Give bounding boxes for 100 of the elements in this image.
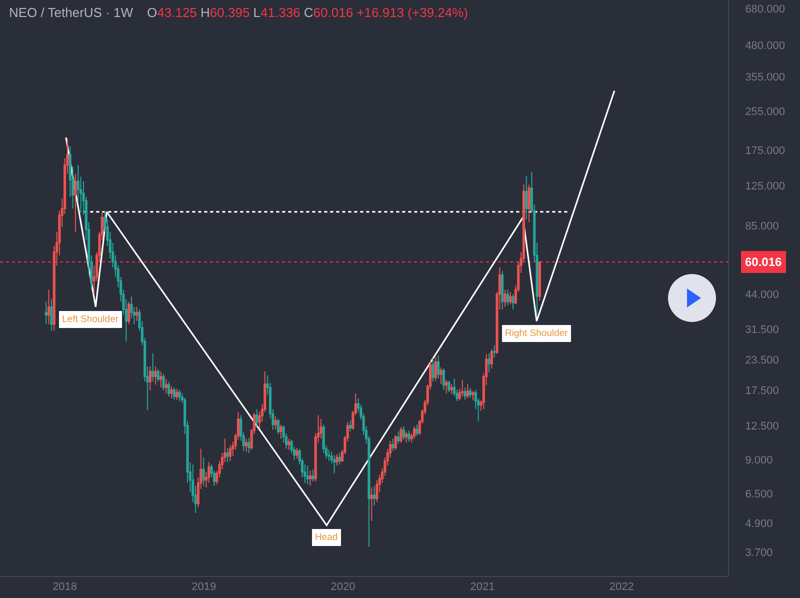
- candlestick: [202, 456, 205, 486]
- candlestick: [274, 416, 277, 430]
- text: O43.125 H60.395 L41.336 C60.016 +16.913 (+39.24%): [147, 5, 468, 20]
- candlestick: [320, 418, 322, 440]
- candlestick: [280, 424, 282, 440]
- candlestick: [525, 175, 528, 220]
- candlestick: [256, 408, 258, 427]
- candlestick: [397, 430, 400, 444]
- candlestick: [128, 301, 130, 325]
- candlestick: [440, 366, 442, 385]
- candlestick: [276, 418, 280, 435]
- candlestick: [160, 370, 162, 388]
- candlestick: [296, 447, 298, 460]
- candlestick: [528, 184, 530, 222]
- candlestick: [48, 289, 50, 325]
- candlestick: [244, 438, 248, 452]
- y-tick-label: 31.500: [745, 324, 779, 336]
- y-tick-label: 680.000: [745, 4, 785, 16]
- candlestick: [370, 486, 373, 522]
- candlestick: [148, 366, 152, 391]
- candlestick: [413, 426, 416, 440]
- candlestick: [442, 368, 445, 390]
- y-tick-label: 175.000: [745, 145, 785, 158]
- candlestick: [469, 388, 472, 398]
- candlestick: [208, 462, 210, 484]
- candlestick: [50, 298, 53, 332]
- annotation: Right Shoulder: [505, 328, 568, 339]
- y-tick-label: 6.500: [745, 488, 773, 500]
- candlestick: [504, 289, 506, 308]
- candlestick: [74, 173, 77, 232]
- x-tick-label: 2020: [330, 581, 356, 594]
- candlestick: [437, 354, 440, 380]
- candlestick: [332, 454, 336, 474]
- candlestick: [432, 358, 434, 382]
- y-tick-label: 480.000: [745, 40, 785, 52]
- candlestick: [306, 465, 309, 485]
- candlestick: [226, 447, 229, 463]
- candlestick: [488, 352, 490, 373]
- ref-line-label: 60.016: [745, 255, 782, 269]
- candlestick: [176, 388, 178, 400]
- candlestick: [136, 306, 138, 322]
- candlestick: [44, 301, 48, 325]
- candlestick: [400, 426, 402, 444]
- candlestick: [408, 430, 410, 442]
- candlestick: [156, 368, 160, 382]
- candlestick: [490, 348, 493, 369]
- candlestick: [501, 270, 504, 310]
- candlestick: [538, 260, 541, 302]
- candlestick: [308, 470, 312, 486]
- candlestick: [509, 291, 512, 305]
- candlestick: [248, 437, 250, 454]
- candlestick: [168, 381, 170, 398]
- candlestick: [466, 384, 469, 399]
- candlestick: [152, 352, 154, 382]
- candlestick: [164, 378, 168, 394]
- chart-title: NEO / TetherUS · 1W: [9, 5, 134, 20]
- candlestick: [405, 430, 408, 444]
- y-tick-label: 9.000: [745, 454, 773, 467]
- candlestick: [172, 386, 176, 400]
- y-tick-label: 23.500: [745, 354, 779, 366]
- candlestick: [512, 294, 514, 310]
- candlestick: [434, 356, 437, 382]
- candlestick: [288, 438, 290, 450]
- candlestick: [416, 424, 418, 436]
- candlestick: [312, 468, 314, 482]
- annotation: Left Shoulder: [62, 314, 119, 325]
- candlestick: [178, 389, 181, 402]
- candlestick: [338, 452, 341, 465]
- candlestick: [493, 344, 496, 358]
- candlestick: [348, 420, 352, 432]
- candlestick: [472, 390, 474, 401]
- x-tick-label: 2022: [609, 581, 634, 594]
- y-tick-label: 44.000: [745, 289, 779, 302]
- candlestick: [170, 386, 173, 399]
- candlestick: [162, 373, 165, 391]
- candlestick: [392, 438, 394, 452]
- y-tick-label: 3.700: [745, 547, 773, 560]
- x-tick-label: 2018: [52, 581, 78, 594]
- annotation: Head: [315, 532, 338, 543]
- y-tick-label: 17.500: [745, 385, 779, 398]
- x-tick-label: 2021: [470, 581, 495, 594]
- candlestick: [154, 366, 157, 386]
- candlestick: [448, 380, 450, 393]
- y-tick-label: 125.000: [745, 180, 785, 192]
- candlestick: [506, 289, 509, 306]
- y-tick-label: 4.900: [745, 518, 773, 530]
- y-tick-label: 255.000: [745, 106, 785, 118]
- candlestick: [228, 445, 232, 462]
- candlestick: [373, 485, 376, 506]
- candlestick: [464, 386, 466, 400]
- candlestick: [450, 384, 453, 395]
- candlestick: [336, 454, 338, 466]
- candlestick: [394, 434, 397, 450]
- y-tick-label: 85.000: [745, 220, 779, 232]
- y-tick-label: 355.000: [745, 71, 785, 84]
- y-tick-label: 12.500: [745, 420, 779, 432]
- candlestick: [461, 379, 464, 398]
- candlestick: [328, 449, 330, 462]
- candlestick: [402, 426, 405, 440]
- x-tick-label: 2019: [192, 581, 216, 594]
